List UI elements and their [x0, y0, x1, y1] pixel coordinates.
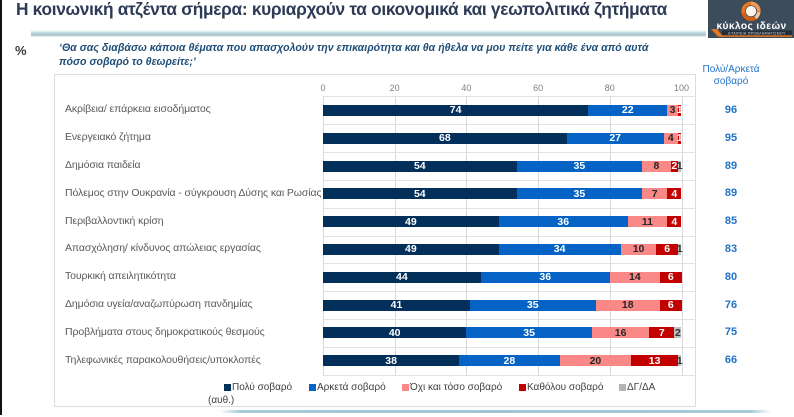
svg-text:ΕΤΑΙΡΕΙΑ ΠΡΟΒΛΗΜΑΤΙΣΜΟΥ: ΕΤΑΙΡΕΙΑ ΠΡΟΒΛΗΜΑΤΙΣΜΟΥ [728, 32, 786, 36]
svg-text:κύκλος ιδεών: κύκλος ιδεών [716, 21, 786, 32]
